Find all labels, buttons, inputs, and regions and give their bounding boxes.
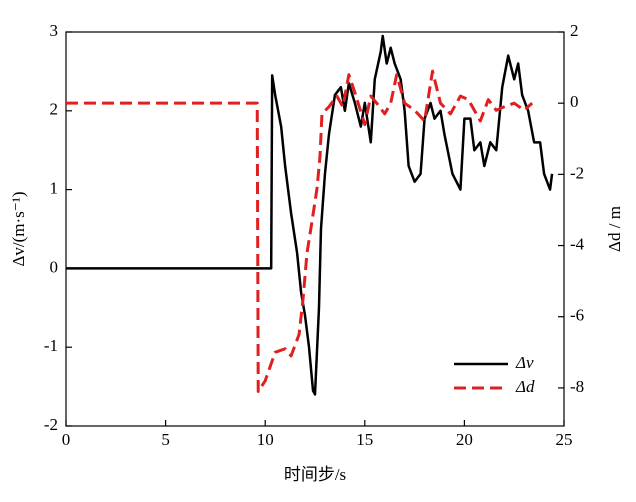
y2-tick-label: -4	[570, 234, 585, 253]
y-tick-label: -2	[44, 415, 58, 434]
y2-tick-label: -8	[570, 377, 584, 396]
x-tick-label: 5	[161, 430, 170, 449]
y2-tick-label: 2	[570, 21, 579, 40]
legend-label: Δd	[515, 377, 535, 396]
series-line	[66, 69, 534, 393]
y2-tick-label: -2	[570, 163, 584, 182]
y2-axis-label: Δd / m	[605, 206, 624, 252]
x-tick-label: 25	[556, 430, 573, 449]
x-tick-label: 10	[257, 430, 274, 449]
y-tick-label: -1	[44, 336, 58, 355]
y-axis-label: Δv/(m·s⁻¹)	[9, 191, 28, 266]
series-line	[66, 34, 554, 396]
x-axis-label: 时间步/s	[284, 465, 346, 484]
x-tick-label: 0	[62, 430, 71, 449]
y-tick-label: 2	[50, 100, 59, 119]
legend-label: Δv	[515, 353, 534, 372]
y-tick-label: 1	[50, 179, 59, 198]
y2-tick-label: -6	[570, 306, 584, 325]
plot-frame	[65, 31, 565, 427]
y2-tick-label: 0	[570, 92, 579, 111]
x-tick-label: 20	[456, 430, 473, 449]
y-tick-label: 0	[50, 257, 59, 276]
x-tick-label: 15	[356, 430, 373, 449]
y-tick-label: 3	[50, 21, 59, 40]
